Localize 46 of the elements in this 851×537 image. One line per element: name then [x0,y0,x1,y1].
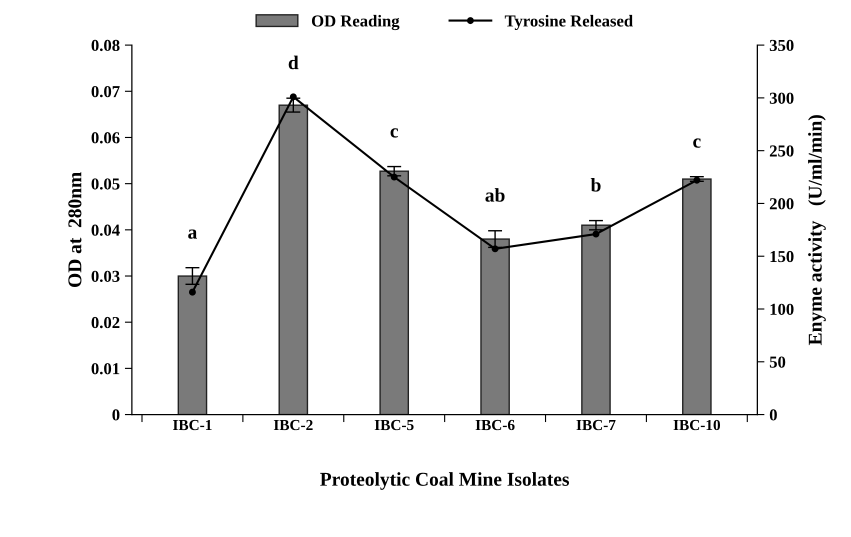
point [290,93,297,100]
y-tick-label: 0.06 [92,132,120,144]
bar [379,170,410,415]
point [592,230,600,238]
y-tick-label: 0.05 [92,178,120,190]
y2-axis-title: Enyme activity (U/ml/min) [808,115,826,346]
bar [178,275,208,415]
x-tick-label: IBC-1 [173,420,212,430]
y-tick-label: 0.01 [92,363,120,374]
legend-label: Tyrosine Released [504,14,633,30]
point [693,176,700,184]
y-tick-label: 0.08 [92,40,120,52]
x-axis-title: Proteolytic Coal Mine Isolates [320,472,570,490]
bar [581,224,611,415]
y2-tick-label: 0 [770,409,777,421]
y-tick-label: 0 [112,409,120,421]
y2-tick-label: 300 [770,92,794,104]
y-tick-label: 0.07 [92,86,120,98]
annotation: d [288,56,299,70]
annotation: c [693,138,701,148]
x-tick-label: IBC-10 [674,420,720,430]
y-axis-title: OD at 280nm [68,172,82,287]
y-tick-label: 0.02 [92,316,120,328]
y2-tick-label: 350 [770,40,794,52]
bar [278,104,308,415]
y2-tick-label: 50 [770,356,786,368]
point [390,174,398,181]
y-tick-label: 0.03 [92,270,120,282]
y-tick-label: 0.04 [92,224,120,236]
annotation: b [590,178,601,192]
y2-tick-label: 100 [770,304,794,315]
annotation: c [390,128,398,138]
point [188,288,196,296]
bar [682,178,712,415]
x-tick-label: IBC-2 [274,420,313,430]
y2-tick-label: 250 [770,145,794,157]
x-tick-label: IBC-6 [476,420,515,430]
annotation: a [188,229,197,239]
point [492,245,499,252]
y2-tick-label: 150 [770,250,794,262]
annotation: ab [485,188,505,202]
x-tick-label: IBC-7 [576,420,616,430]
legend-label: OD Reading [312,14,400,30]
bar [480,238,510,415]
y2-tick-label: 200 [770,198,794,210]
x-tick-label: IBC-5 [374,420,414,430]
